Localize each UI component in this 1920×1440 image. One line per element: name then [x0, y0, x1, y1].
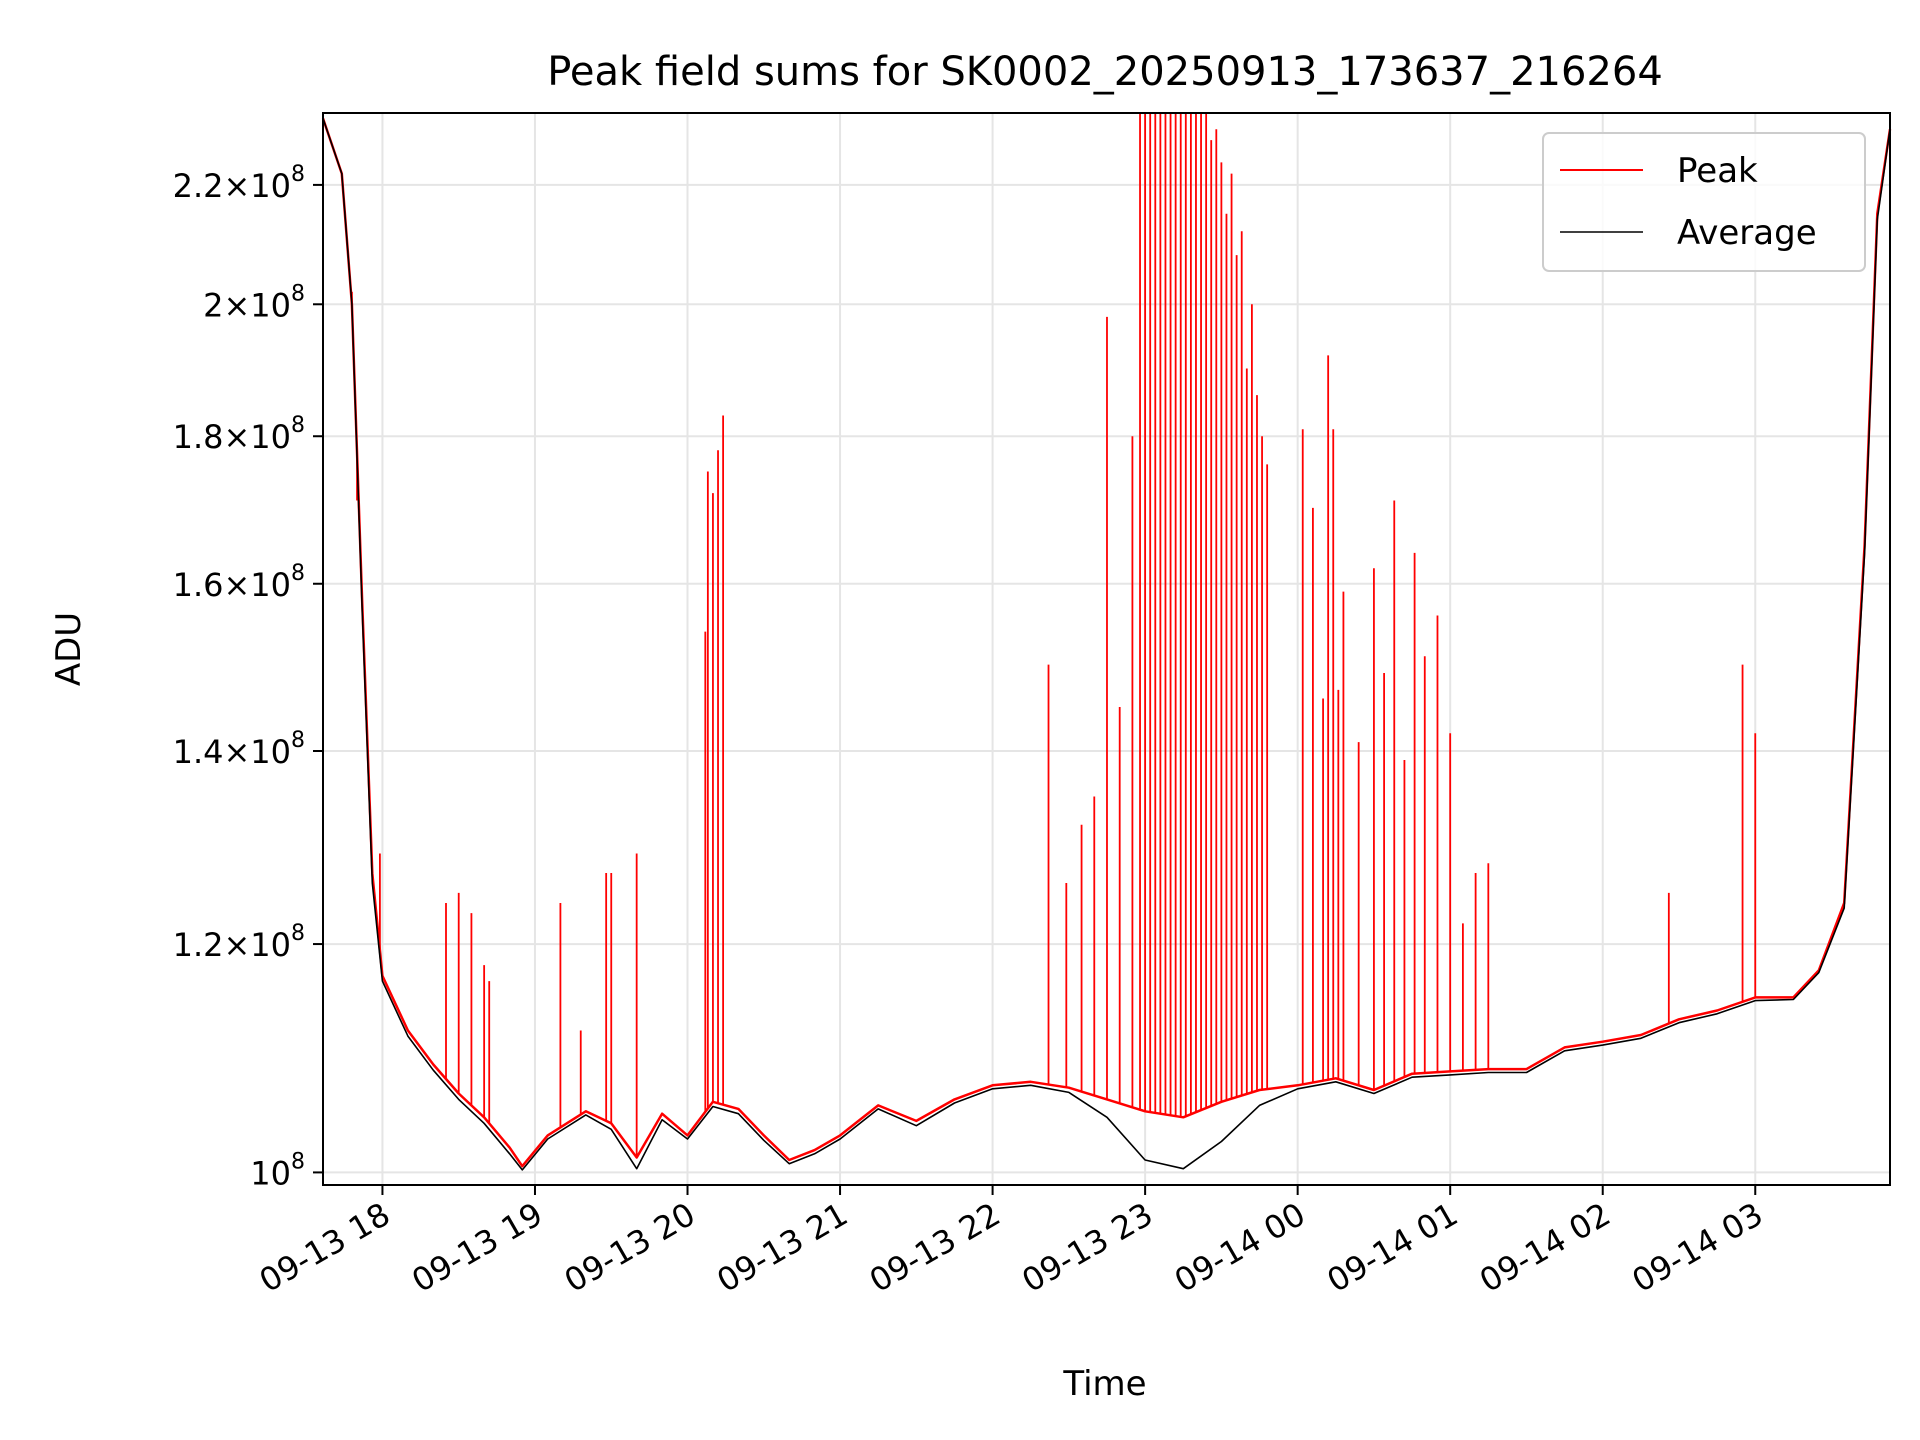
y-axis: 108 1.2×108 1.4×108 1.6×108 1.8×108 2×108 2.2×…: [173, 162, 323, 1192]
y-tick-label: 1.6×108: [173, 561, 305, 604]
y-tick-label: 2.2×108: [173, 162, 305, 205]
series-line-peak: [321, 117, 1892, 1168]
legend: Peak Average: [1542, 132, 1866, 272]
y-tick-label: 2×108: [203, 281, 305, 324]
plot-frame: [322, 112, 1891, 1186]
x-axis-label: Time: [1062, 1364, 1146, 1404]
chart-title: Peak field sums for SK0002_20250913_1736…: [547, 49, 1663, 95]
legend-peak-label: Peak: [1677, 151, 1758, 191]
y-tick-label: 1.2×108: [173, 921, 305, 964]
y-tick-label: 108: [250, 1149, 305, 1192]
legend-box: [1542, 132, 1866, 272]
y-tick-label: 1.8×108: [173, 413, 305, 456]
series-line-average: [322, 118, 1891, 1171]
legend-average-label: Average: [1677, 213, 1817, 253]
y-tick-label: 1.4×108: [173, 728, 305, 771]
y-axis-label: ADU: [49, 612, 89, 686]
plot-area: [321, 113, 1892, 1171]
